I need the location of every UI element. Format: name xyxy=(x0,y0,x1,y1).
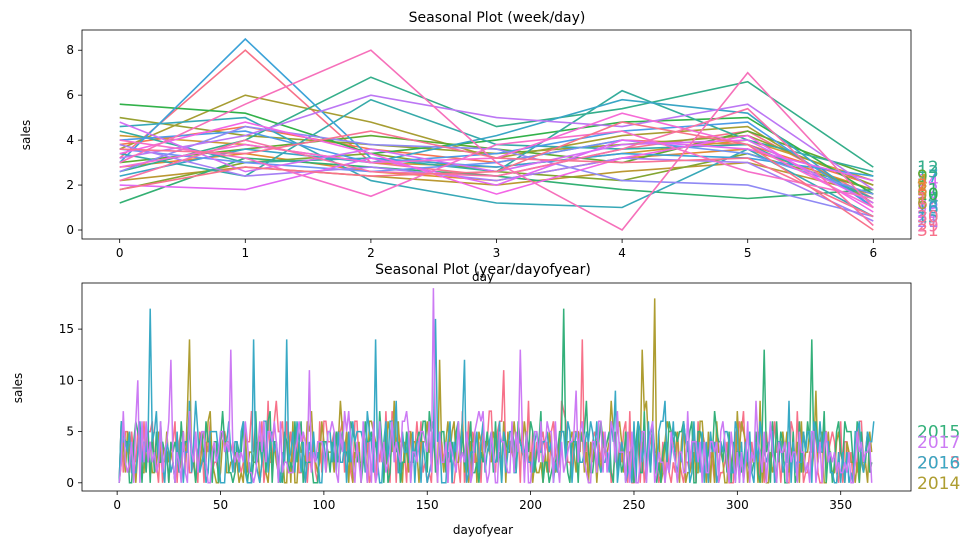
weekly-line-label: 20 xyxy=(917,208,939,228)
weekly-x-tick-label: 2 xyxy=(367,246,375,260)
weekly-line-label: 5 xyxy=(917,185,928,205)
weekly-line-label: 19 xyxy=(917,185,939,205)
weekly-x-tick-label: 1 xyxy=(241,246,249,260)
yearly-line-label: 2015 xyxy=(917,423,960,443)
weekly-series-line-10 xyxy=(119,103,874,195)
yearly-series-line-2017 xyxy=(118,288,873,484)
weekly-line-label: 2 xyxy=(917,176,928,196)
weekly-line-label: 26 xyxy=(917,199,939,219)
yearly-series-lines xyxy=(118,288,875,484)
weekly-x-tick-label: 6 xyxy=(869,246,877,260)
weekly-series-line-28 xyxy=(119,49,874,232)
weekly-line-label: 24 xyxy=(917,172,939,192)
weekly-line-labels: 2928272625242322212019181716151413121110… xyxy=(917,158,939,241)
weekly-seasonal-axes: Seasonal Plot (week/day) 292827262524232… xyxy=(19,10,939,284)
weekly-chart-title: Seasonal Plot (week/day) xyxy=(409,10,586,26)
weekly-line-label: 3 xyxy=(917,181,928,201)
weekly-series-line-22 xyxy=(119,94,874,191)
yearly-plot-frame xyxy=(81,282,912,492)
weekly-x-tick-label: 3 xyxy=(493,246,501,260)
weekly-series-line-21 xyxy=(119,143,874,222)
weekly-y-tick-label: 4 xyxy=(66,133,74,147)
weekly-series-line-30 xyxy=(119,130,874,218)
weekly-y-axis-label: sales xyxy=(19,120,33,151)
weekly-series-line-16 xyxy=(119,98,874,209)
yearly-line-label: 2016 xyxy=(917,453,960,473)
yearly-x-tick-label: 150 xyxy=(416,498,439,512)
weekly-x-ticks: 0 1 2 3 4 5 6 xyxy=(116,239,877,260)
weekly-line-label: 7 xyxy=(917,176,928,196)
weekly-line-label: 28 xyxy=(917,199,939,219)
yearly-x-axis-label: dayofyear xyxy=(453,523,513,537)
weekly-series-line-25 xyxy=(119,121,874,213)
weekly-x-tick-label: 5 xyxy=(744,246,752,260)
weekly-y-ticks: 0 2 4 6 8 xyxy=(66,43,82,237)
yearly-line-label: 2017 xyxy=(917,433,960,453)
weekly-x-tick-label: 0 xyxy=(116,246,124,260)
weekly-line-label: 1 xyxy=(917,190,928,210)
weekly-line-label: 13 xyxy=(917,163,939,183)
weekly-line-label: 22 xyxy=(917,181,939,201)
weekly-line-label: 12 xyxy=(917,158,939,178)
weekly-line-label: 18 xyxy=(917,199,939,219)
yearly-y-ticks: 0 5 10 15 xyxy=(59,322,82,490)
weekly-line-label: 15 xyxy=(917,208,939,228)
weekly-line-label: 10 xyxy=(917,185,939,205)
yearly-x-tick-label: 200 xyxy=(519,498,542,512)
weekly-series-line-20 xyxy=(119,125,874,218)
yearly-x-tick-label: 100 xyxy=(312,498,335,512)
weekly-line-label: 29 xyxy=(917,217,939,237)
weekly-line-label: 21 xyxy=(917,212,939,232)
yearly-x-tick-label: 50 xyxy=(213,498,228,512)
yearly-y-tick-label: 0 xyxy=(66,476,74,490)
yearly-x-tick-label: 250 xyxy=(623,498,646,512)
yearly-x-tick-label: 0 xyxy=(113,498,121,512)
weekly-line-label: 31 xyxy=(917,221,939,241)
weekly-line-label: 17 xyxy=(917,167,939,187)
weekly-series-line-27 xyxy=(119,130,874,200)
weekly-line-label: 4 xyxy=(917,172,928,192)
weekly-line-label: 14 xyxy=(917,190,939,210)
yearly-x-tick-label: 350 xyxy=(829,498,852,512)
yearly-line-label: 2013 xyxy=(917,453,960,473)
weekly-series-line-18 xyxy=(119,121,874,209)
weekly-line-label: 8 xyxy=(917,181,928,201)
weekly-x-axis-label: day xyxy=(472,270,494,284)
weekly-y-tick-label: 6 xyxy=(66,88,74,102)
weekly-series-line-31 xyxy=(119,121,874,231)
weekly-x-tick-label: 4 xyxy=(618,246,626,260)
yearly-series-line-2016 xyxy=(118,308,875,484)
weekly-series-line-29 xyxy=(119,107,874,227)
weekly-y-tick-label: 2 xyxy=(66,178,74,192)
yearly-x-tick-label: 300 xyxy=(726,498,749,512)
weekly-y-tick-label: 8 xyxy=(66,43,74,57)
yearly-y-axis-label: sales xyxy=(11,373,25,404)
weekly-series-lines xyxy=(119,37,874,232)
weekly-line-label: 6 xyxy=(917,194,928,214)
yearly-x-ticks: 0 50 100 150 200 250 300 350 xyxy=(113,491,852,512)
yearly-y-tick-label: 5 xyxy=(66,425,74,439)
weekly-line-label: 23 xyxy=(917,194,939,214)
yearly-line-label: 2014 xyxy=(917,474,960,494)
weekly-line-label: 11 xyxy=(917,181,939,201)
yearly-y-tick-label: 15 xyxy=(59,322,74,336)
weekly-line-label: 16 xyxy=(917,199,939,219)
weekly-line-label: 30 xyxy=(917,208,939,228)
yearly-y-tick-label: 10 xyxy=(59,373,74,387)
weekly-series-line-24 xyxy=(119,139,874,191)
weekly-line-label: 9 xyxy=(917,167,928,187)
weekly-line-label: 27 xyxy=(917,190,939,210)
yearly-chart-title: Seasonal Plot (year/dayofyear) xyxy=(375,262,591,278)
weekly-line-label: 25 xyxy=(917,203,939,223)
weekly-y-tick-label: 0 xyxy=(66,223,74,237)
